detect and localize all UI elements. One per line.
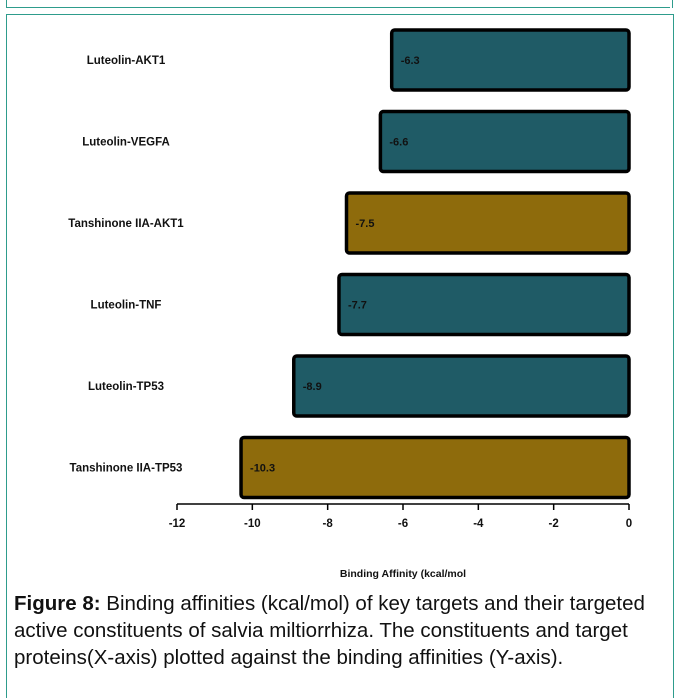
category-label-luteolin-tp53: Luteolin-TP53 <box>88 381 164 393</box>
category-label-tanshinone-iia-tp53: Tanshinone IIA-TP53 <box>70 463 183 475</box>
x-tick-neg12-label: -12 <box>169 518 186 530</box>
data-label-luteolin-tnf: -7.7 <box>348 300 367 312</box>
figure-caption: Figure 8: Binding affinities (kcal/mol) … <box>14 590 666 671</box>
bar-luteolin-akt1 <box>392 30 629 90</box>
x-tick-neg4-label: -4 <box>473 518 484 530</box>
bar-luteolin-tp53 <box>294 356 629 416</box>
x-tick-neg8-label: -8 <box>323 518 334 530</box>
binding-affinity-chart: -6.3 Luteolin-AKT1 -6.6 Luteolin-VEGFA -7.5 T… <box>0 0 676 585</box>
x-tick-neg2-label: -2 <box>549 518 559 530</box>
x-tick-0-label: 0 <box>626 518 632 530</box>
category-label-luteolin-akt1: Luteolin-AKT1 <box>87 55 166 67</box>
category-label-tanshinone-iia-akt1: Tanshinone IIA-AKT1 <box>68 218 184 230</box>
bar-luteolin-vegfa <box>380 112 629 172</box>
caption-text: Binding affinities (kcal/mol) of key tar… <box>14 592 645 669</box>
data-label-tanshinone-iia-tp53: -10.3 <box>250 463 275 475</box>
data-label-luteolin-akt1: -6.3 <box>401 55 420 67</box>
bar-tanshinone-iia-tp53 <box>241 438 629 498</box>
x-axis-title: Binding Affinity (kcal/mol <box>340 568 466 580</box>
bar-luteolin-tnf <box>339 275 629 335</box>
data-label-luteolin-vegfa: -6.6 <box>389 137 408 149</box>
data-label-luteolin-tp53: -8.9 <box>303 381 322 393</box>
x-tick-neg10-label: -10 <box>244 518 261 530</box>
caption-label: Figure 8: <box>14 592 101 615</box>
x-tick-neg6-label: -6 <box>398 518 408 530</box>
category-label-luteolin-vegfa: Luteolin-VEGFA <box>82 137 170 149</box>
category-label-luteolin-tnf: Luteolin-TNF <box>91 300 162 312</box>
bar-tanshinone-iia-akt1 <box>347 193 630 253</box>
data-label-tanshinone-iia-akt1: -7.5 <box>356 218 375 230</box>
